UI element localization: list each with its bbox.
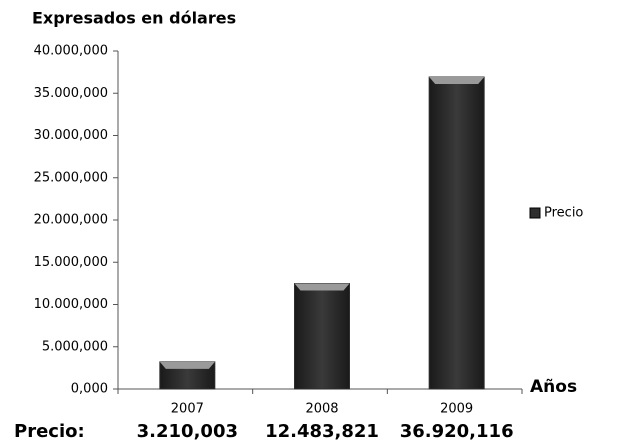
chart-title: Expresados en dólares: [32, 9, 236, 28]
y-tick-label: 40.000,000: [34, 44, 108, 59]
y-tick-label: 10.000,000: [34, 297, 108, 312]
bar-bevel: [429, 77, 485, 85]
bar: [428, 76, 485, 390]
y-tick-label: 0,000: [71, 382, 108, 397]
x-tick-label: 2007: [171, 402, 204, 417]
y-tick-label: 25.000,000: [34, 170, 108, 185]
value-label: 3.210,003: [137, 421, 238, 442]
x-tick-label: 2008: [305, 402, 338, 417]
y-tick-label: 15.000,000: [34, 255, 108, 270]
bar-bevel: [159, 361, 215, 369]
table-label: Precio:: [14, 421, 85, 442]
y-tick-label: 20.000,000: [34, 213, 108, 228]
y-tick-label: 30.000,000: [34, 128, 108, 143]
x-tick-label: 2009: [440, 402, 473, 417]
y-tick-label: 35.000,000: [34, 86, 108, 101]
legend-swatch: [529, 207, 541, 219]
x-axis-label: Años: [530, 377, 577, 397]
bar-bevel: [294, 283, 350, 291]
value-label: 36.920,116: [400, 421, 514, 442]
legend-label: Precio: [544, 206, 583, 221]
y-tick-label: 5.000,000: [42, 339, 108, 354]
value-label: 12.483,821: [265, 421, 379, 442]
bar: [294, 283, 350, 390]
